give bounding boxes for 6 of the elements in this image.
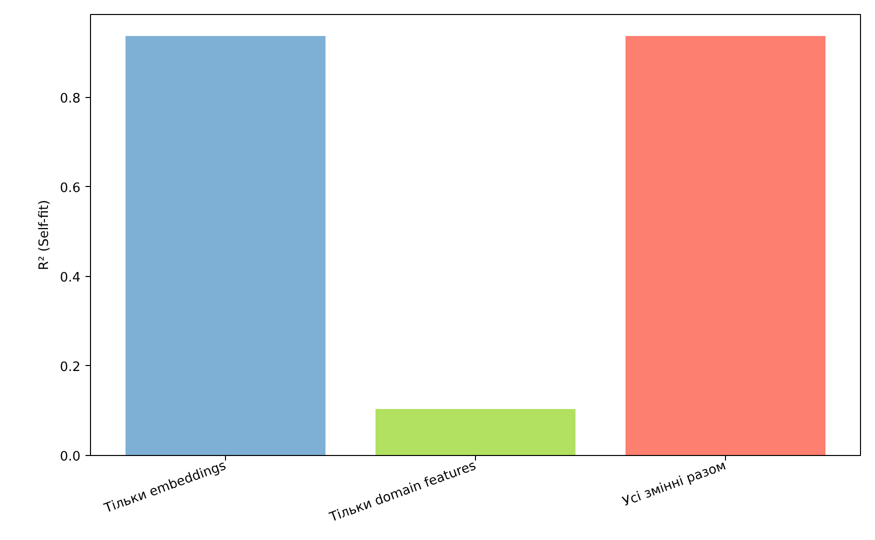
y-tick-label: 0.2 bbox=[60, 360, 81, 375]
y-tick-label: 0.8 bbox=[60, 91, 81, 106]
y-tick-label: 0.0 bbox=[60, 450, 81, 464]
y-axis-title: R² (Self-fit) bbox=[36, 200, 52, 270]
y-tick-label: 0.4 bbox=[60, 270, 81, 286]
y-tick-label: 0.6 bbox=[60, 180, 81, 196]
